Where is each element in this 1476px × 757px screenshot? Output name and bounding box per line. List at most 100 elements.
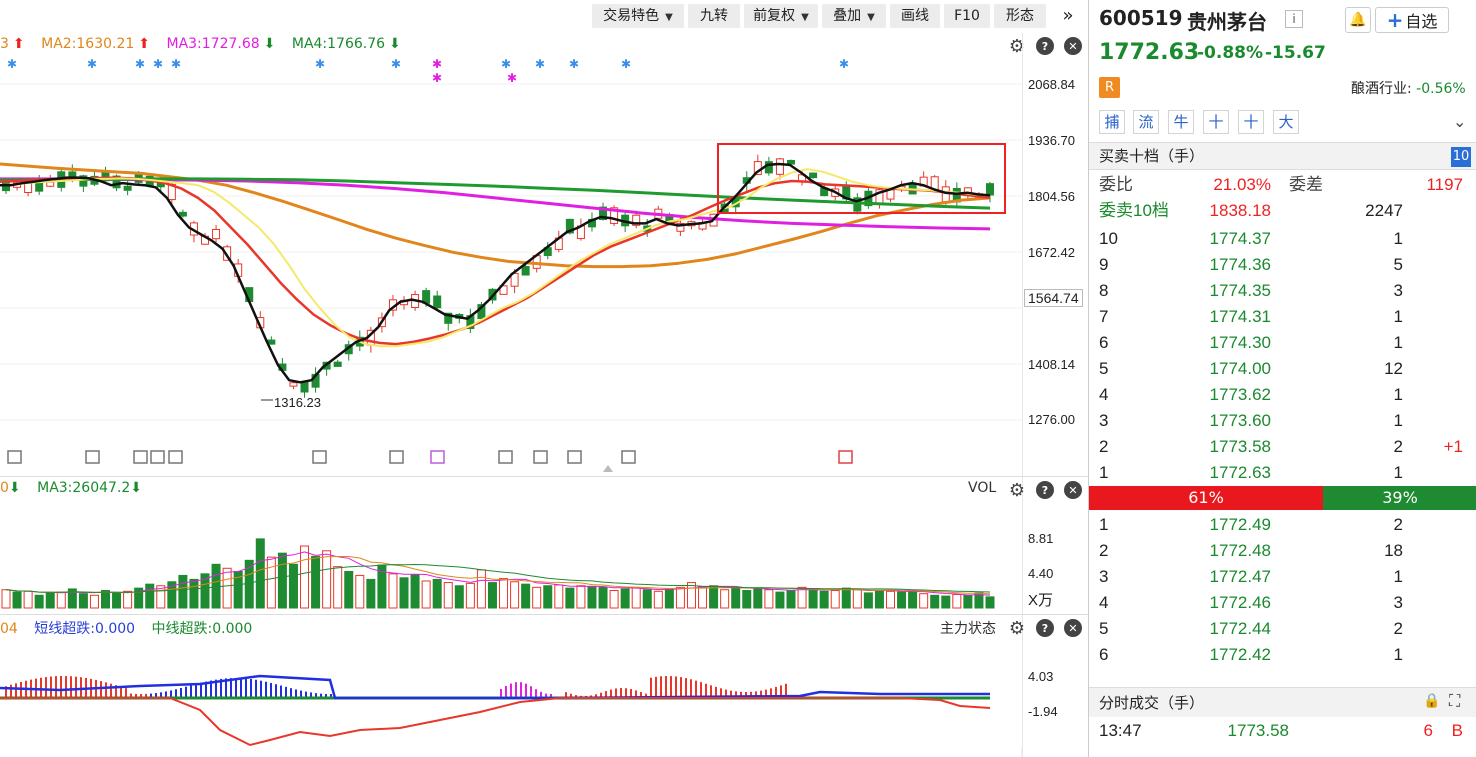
fullscreen-icon[interactable]: ⛶ — [1449, 691, 1461, 710]
ma-prefix: 3 — [0, 36, 9, 52]
double-chevron-right-icon[interactable]: » — [1062, 5, 1074, 26]
ask-row[interactable]: 10 1774.37 1 — [1089, 226, 1476, 252]
volume-bar — [874, 590, 884, 609]
note-icon — [533, 450, 548, 464]
trades-header: 分时成交（手） — [1089, 687, 1476, 717]
trade-row[interactable]: 13:47 1773.58 6 B — [1089, 718, 1476, 744]
toolbar-f10-button[interactable]: F10 — [944, 4, 990, 28]
y-tick: 1804.56 — [1028, 189, 1075, 204]
bid-row[interactable]: 1 1772.49 2 — [1089, 512, 1476, 538]
ask-level: 3 — [1099, 411, 1109, 430]
add-favorite-button[interactable]: + 自选 — [1375, 7, 1449, 33]
bid-row[interactable]: 4 1772.46 3 — [1089, 590, 1476, 616]
volume-bar — [742, 590, 752, 609]
volume-bar — [222, 567, 232, 609]
weicha-value: 1197 — [1426, 175, 1463, 194]
ask-row[interactable]: 7 1774.31 1 — [1089, 304, 1476, 330]
volume-bar — [952, 593, 962, 609]
volume-bar — [753, 587, 763, 609]
tag-button[interactable]: 流 — [1133, 110, 1159, 134]
volume-bar — [830, 590, 840, 609]
tag-button[interactable]: 大 — [1273, 110, 1299, 134]
bid-row[interactable]: 5 1772.44 2 — [1089, 616, 1476, 642]
ask-volume: 1 — [1393, 411, 1403, 430]
ask-price: 1773.58 — [1209, 437, 1271, 456]
gear-icon[interactable]: ⚙ — [1008, 479, 1026, 501]
bid-row[interactable]: 2 1772.48 18 — [1089, 538, 1476, 564]
bid-row[interactable]: 6 1772.42 1 — [1089, 642, 1476, 668]
gear-icon[interactable]: ⚙ — [1008, 35, 1026, 57]
ask-row[interactable]: 5 1774.00 12 — [1089, 356, 1476, 382]
help-icon[interactable]: ? — [1036, 619, 1054, 637]
close-icon[interactable]: ✕ — [1064, 619, 1082, 637]
lock-icon[interactable]: 🔒 — [1423, 693, 1441, 709]
bid-row[interactable]: 3 1772.47 1 — [1089, 564, 1476, 590]
volume-bar — [167, 581, 177, 609]
sell10-price: 1838.18 — [1209, 201, 1271, 220]
ask-price: 1774.36 — [1209, 255, 1271, 274]
bid-level: 3 — [1099, 567, 1109, 586]
chart-toolbar: 交易特色 ▼ 九转 前复权 ▼ 叠加 ▼ 画线 F10 形态 » — [0, 0, 1088, 33]
ma10-line — [0, 168, 991, 348]
ask-row[interactable]: 9 1774.36 5 — [1089, 252, 1476, 278]
volume-bar — [554, 584, 564, 609]
indicator-red-line — [0, 697, 991, 747]
close-icon[interactable]: ✕ — [1064, 481, 1082, 499]
bid-price: 1772.44 — [1209, 619, 1271, 638]
volume-bar — [487, 582, 497, 609]
sell-ratio: 39% — [1323, 486, 1476, 510]
volume-bar — [841, 587, 851, 609]
toolbar-draw-button[interactable]: 画线 — [890, 4, 940, 28]
bell-icon[interactable]: 🔔 — [1345, 7, 1371, 33]
note-icon — [312, 450, 327, 464]
volume-bar — [56, 591, 66, 609]
industry-change[interactable]: 酿酒行业: -0.56% — [1351, 78, 1466, 98]
close-icon[interactable]: ✕ — [1064, 37, 1082, 55]
event-star-icon: ✱ — [171, 57, 181, 71]
bid-volume: 2 — [1393, 515, 1403, 534]
help-icon[interactable]: ? — [1036, 37, 1054, 55]
candle — [79, 175, 88, 187]
tag-button[interactable]: 牛 — [1168, 110, 1194, 134]
ask-row[interactable]: 6 1774.30 1 — [1089, 330, 1476, 356]
depth-badge[interactable]: 10 — [1451, 147, 1471, 167]
toolbar-pattern-button[interactable]: 形态 — [994, 4, 1046, 28]
ask-row[interactable]: 4 1773.62 1 — [1089, 382, 1476, 408]
tag-button[interactable]: 十 — [1203, 110, 1229, 134]
ask-volume: 3 — [1393, 281, 1403, 300]
ask-row[interactable]: 8 1774.35 3 — [1089, 278, 1476, 304]
ask-row[interactable]: 2 1773.58 2 +1 — [1089, 434, 1476, 460]
volume-bar — [653, 590, 663, 609]
weibi-row: 委比 21.03% 委差 1197 — [1089, 172, 1476, 198]
trade-price: 1773.58 — [1227, 721, 1289, 740]
volume-bar — [178, 574, 188, 609]
gear-icon[interactable]: ⚙ — [1008, 617, 1026, 639]
toolbar-label: 九转 — [700, 8, 728, 24]
toolbar-adjust-button[interactable]: 前复权 ▼ — [744, 4, 818, 28]
ask-volume: 2 — [1393, 437, 1403, 456]
candle — [610, 207, 619, 224]
r-badge[interactable]: R — [1099, 77, 1120, 98]
candle — [599, 206, 608, 221]
toolbar-overlay-button[interactable]: 叠加 ▼ — [822, 4, 886, 28]
volume-bar — [123, 590, 133, 609]
y-tick: 1936.70 — [1028, 133, 1075, 148]
ask-volume: 1 — [1393, 463, 1403, 482]
ask-row[interactable]: 3 1773.60 1 — [1089, 408, 1476, 434]
chevron-down-icon[interactable]: ⌄ — [1453, 112, 1467, 131]
toolbar-trade-features-button[interactable]: 交易特色 ▼ — [592, 4, 684, 28]
tag-button[interactable]: 十 — [1238, 110, 1264, 134]
toolbar-label: 形态 — [1006, 8, 1034, 24]
tag-button[interactable]: 捕 — [1099, 110, 1125, 134]
help-icon[interactable]: ? — [1036, 481, 1054, 499]
weibi-value: 21.03% — [1213, 175, 1271, 194]
bid-volume: 1 — [1393, 567, 1403, 586]
ask-row[interactable]: 1 1772.63 1 — [1089, 460, 1476, 486]
bid-level: 5 — [1099, 619, 1109, 638]
info-icon[interactable]: i — [1285, 10, 1303, 28]
event-star-icon: ✱ — [569, 57, 579, 71]
toolbar-nine-turn-button[interactable]: 九转 — [688, 4, 740, 28]
vol-ma3: MA3:26047.2 — [37, 480, 131, 496]
volume-bar — [89, 594, 99, 609]
